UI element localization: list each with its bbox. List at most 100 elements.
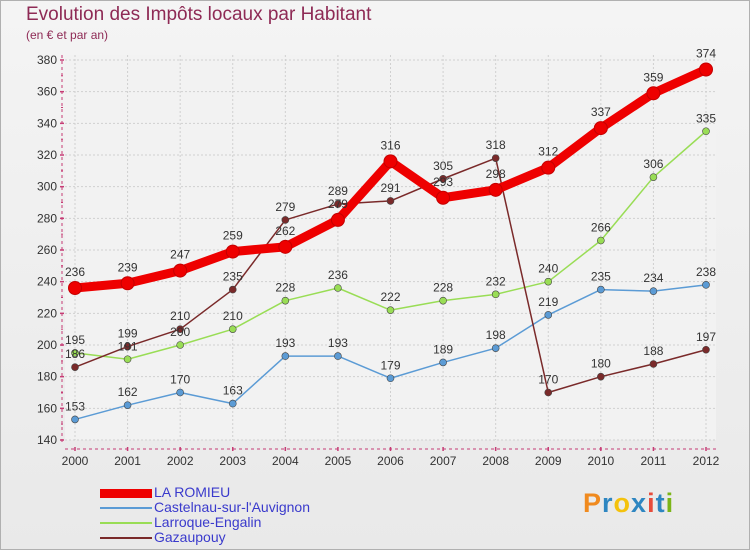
data-label-castelnau-sur-l-auvignon: 219 [538,295,558,309]
data-point-larroque-engalin [228,325,237,333]
data-point-castelnau-sur-l-auvignon [439,358,447,367]
x-tick-label: 2001 [114,454,141,468]
data-label-larroque-engalin: 335 [696,111,716,125]
data-label-gazaupouy: 305 [433,159,453,173]
data-label-castelnau-sur-l-auvignon: 163 [223,384,243,398]
data-point-castelnau-sur-l-auvignon [702,281,710,289]
data-point-gazaupouy [386,197,395,205]
data-label-la-romieu: 312 [538,145,558,159]
data-point-gazaupouy [176,325,184,333]
data-label-gazaupouy: 210 [170,309,190,323]
data-label-gazaupouy: 186 [65,347,85,361]
data-point-la-romieu [383,154,398,169]
data-label-la-romieu: 359 [643,70,663,84]
data-label-larroque-engalin: 191 [118,339,138,353]
data-point-la-romieu [699,62,713,77]
legend-swatch-la-romieu [100,488,152,498]
data-point-castelnau-sur-l-auvignon [281,352,290,360]
logo-letter: i [647,488,656,518]
logo-letter: i [665,488,675,518]
data-point-castelnau-sur-l-auvignon [597,285,605,294]
data-label-la-romieu: 262 [275,224,295,238]
legend-label-gazaupouy: Gazaupouy [154,529,226,545]
data-label-castelnau-sur-l-auvignon: 238 [696,265,716,279]
logo-letter: P [583,488,603,518]
x-tick-label: 2011 [641,454,667,468]
data-point-la-romieu [68,281,82,295]
data-label-castelnau-sur-l-auvignon: 179 [380,358,400,372]
data-point-gazaupouy [123,342,132,351]
data-point-la-romieu [173,263,188,278]
data-label-larroque-engalin: 266 [591,221,611,235]
data-label-gazaupouy: 197 [696,330,716,344]
data-point-gazaupouy [597,372,605,381]
x-tick-label: 2006 [377,454,404,468]
legend-swatch-gazaupouy [100,537,152,539]
legend-label-la-romieu: LA ROMIEU [154,484,231,500]
data-point-castelnau-sur-l-auvignon [491,344,500,352]
data-point-la-romieu [330,212,345,227]
logo-letter: t [655,488,666,518]
data-label-larroque-engalin: 306 [643,157,663,171]
data-label-larroque-engalin: 228 [433,281,453,295]
data-label-la-romieu: 337 [591,105,611,119]
data-point-castelnau-sur-l-auvignon [228,399,237,408]
data-label-castelnau-sur-l-auvignon: 234 [643,271,663,285]
data-point-castelnau-sur-l-auvignon [71,415,79,424]
data-point-gazaupouy [228,285,237,294]
y-tick-label: 280 [37,211,57,225]
data-point-la-romieu [225,244,240,259]
data-point-larroque-engalin [491,290,500,299]
data-label-la-romieu: 374 [696,47,716,61]
data-point-la-romieu [278,239,293,254]
data-label-la-romieu: 247 [170,248,190,262]
y-tick-label: 300 [37,180,57,194]
legend-swatch-larroque-engalin [100,522,152,524]
data-label-larroque-engalin: 200 [170,325,190,339]
data-point-gazaupouy [71,363,79,371]
data-point-larroque-engalin [544,277,553,286]
axis-layer: 140 160 180 200 220 240 260 280 300 320 340 360 380 2… [37,53,720,468]
data-label-la-romieu: 236 [65,265,85,279]
data-label-gazaupouy: 170 [538,373,558,387]
data-label-larroque-engalin: 195 [65,333,85,347]
x-tick-label: 2005 [325,454,352,468]
data-point-larroque-engalin [176,341,184,349]
data-label-larroque-engalin: 236 [328,268,348,282]
y-tick-label: 140 [37,433,57,447]
logo-letter: r [602,488,614,518]
legend-label-larroque-engalin: Larroque-Engalin [154,514,262,530]
data-point-castelnau-sur-l-auvignon [176,388,184,397]
data-label-larroque-engalin: 210 [223,309,243,323]
data-point-gazaupouy [649,360,658,368]
data-label-gazaupouy: 279 [275,200,295,214]
data-label-castelnau-sur-l-auvignon: 162 [118,385,138,399]
data-point-la-romieu [436,190,451,205]
data-point-la-romieu [120,276,135,291]
data-label-la-romieu: 298 [486,167,506,181]
y-tick-label: 260 [37,243,57,257]
chart-subtitle: (en € et par an) [26,28,109,42]
legend-swatch-castelnau-sur-l-auvignon [100,507,152,509]
data-point-larroque-engalin [71,349,79,357]
y-tick-label: 220 [37,306,57,320]
data-point-larroque-engalin [649,173,658,181]
data-label-la-romieu: 239 [118,260,138,274]
data-point-la-romieu [541,160,556,175]
data-point-larroque-engalin [334,284,342,292]
data-label-gazaupouy: 235 [223,270,243,284]
data-label-la-romieu: 293 [433,175,453,189]
data-label-la-romieu: 259 [223,229,243,243]
y-tick-label: 380 [37,53,57,67]
y-tick-label: 200 [37,338,57,352]
data-label-castelnau-sur-l-auvignon: 170 [170,373,190,387]
data-point-larroque-engalin [597,236,605,245]
data-label-castelnau-sur-l-auvignon: 193 [275,336,295,350]
y-tick-label: 160 [37,401,57,415]
data-label-larroque-engalin: 232 [486,274,506,288]
data-label-gazaupouy: 289 [328,184,348,198]
data-label-la-romieu: 316 [380,138,400,152]
data-label-gazaupouy: 188 [643,344,663,358]
data-point-castelnau-sur-l-auvignon [649,287,658,295]
